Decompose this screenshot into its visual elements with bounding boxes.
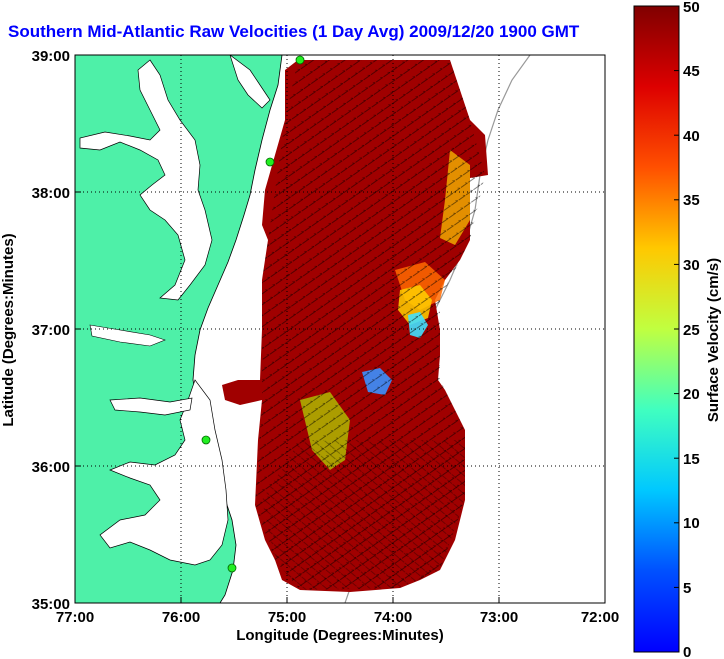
pamlico-sound — [99, 379, 229, 566]
colorbar-tick-label: 30 — [683, 257, 700, 274]
chesapeake-bay — [79, 59, 213, 301]
colorbar-label: Surface Velocity (cm/s) — [705, 258, 722, 422]
x-tick-label: 72:00 — [581, 609, 619, 626]
station-marker — [227, 563, 237, 573]
colorbar — [633, 5, 680, 653]
colorbar-tick-label: 45 — [683, 63, 700, 80]
y-tick-label: 37:00 — [32, 322, 70, 339]
colorbar-tick-label: 10 — [683, 515, 700, 532]
x-tick-label: 73:00 — [480, 609, 518, 626]
map-title: Southern Mid-Atlantic Raw Velocities (1 … — [8, 22, 580, 41]
station-marker — [201, 435, 211, 445]
colorbar-tick-marks — [674, 70, 679, 588]
y-tick-label: 38:00 — [32, 185, 70, 202]
colorbar-tick-label: 15 — [683, 451, 700, 468]
colorbar-tick-label: 35 — [683, 192, 700, 209]
x-tick-label: 74:00 — [374, 609, 412, 626]
station-marker — [265, 157, 275, 167]
grid-lines — [75, 55, 605, 603]
radar-stations — [201, 55, 305, 573]
velocity-arrows-south — [262, 440, 465, 590]
x-tick-label: 77:00 — [56, 609, 94, 626]
colorbar-tick-label: 50 — [683, 0, 700, 16]
y-tick-label: 35:00 — [32, 596, 70, 613]
colorbar-tick-label: 5 — [683, 580, 691, 597]
y-tick-label: 39:00 — [32, 48, 70, 65]
colorbar-tick-label: 20 — [683, 386, 700, 403]
x-tick-label: 76:00 — [162, 609, 200, 626]
y-tick-label: 36:00 — [32, 459, 70, 476]
albemarle-sound — [109, 397, 193, 416]
delaware-bay — [229, 55, 271, 109]
colorbar-tick-label: 40 — [683, 128, 700, 145]
axis-tick-marks — [75, 191, 500, 603]
station-marker — [295, 55, 305, 65]
y-axis-label: Latitude (Degrees:Minutes) — [0, 233, 17, 426]
x-tick-label: 75:00 — [268, 609, 306, 626]
colorbar-tick-label: 25 — [683, 322, 700, 339]
x-axis-label: Longitude (Degrees:Minutes) — [236, 627, 444, 644]
colorbar-tick-label: 0 — [683, 644, 691, 659]
river-inlet — [89, 324, 166, 347]
